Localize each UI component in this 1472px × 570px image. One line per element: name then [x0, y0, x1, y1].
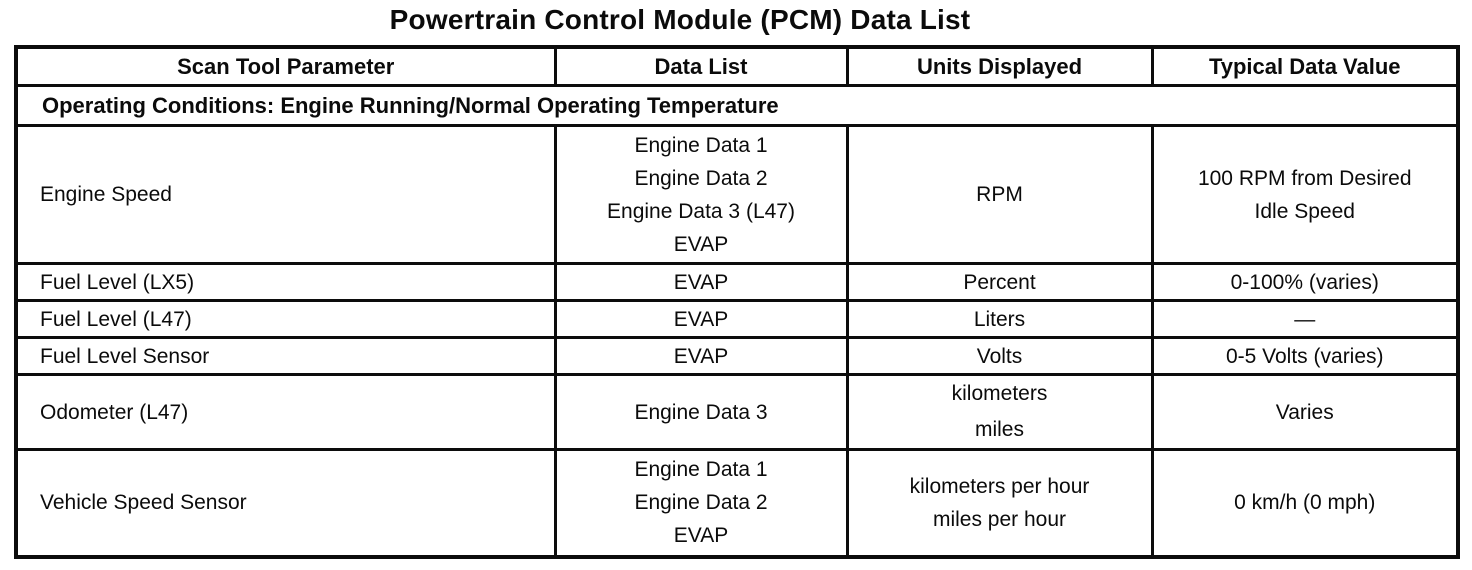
- units-cell: kilometers per hour miles per hour: [845, 448, 1154, 558]
- typical-value-cell: 0-5 Volts (varies): [1150, 336, 1460, 376]
- typical-value-cell: 100 RPM from Desired Idle Speed: [1150, 124, 1460, 265]
- data-list-cell: Engine Data 1 Engine Data 2 Engine Data …: [553, 124, 849, 265]
- column-header-scan-tool-parameter: Scan Tool Parameter: [14, 45, 557, 87]
- typical-value-cell: 0 km/h (0 mph): [1150, 448, 1460, 558]
- typical-value-cell: Varies: [1150, 373, 1460, 451]
- units-cell: Volts: [845, 336, 1154, 376]
- data-list-cell: EVAP: [553, 299, 849, 339]
- table-row-engine-speed: Engine Speed Engine Data 1 Engine Data 2…: [14, 124, 1460, 265]
- table-row-fuel-level-sensor: Fuel Level Sensor EVAP Volts 0-5 Volts (…: [14, 336, 1460, 376]
- units-cell: Liters: [845, 299, 1154, 339]
- data-list-cell: EVAP: [553, 336, 849, 376]
- units-item: miles: [974, 418, 1024, 441]
- units-item: kilometers: [951, 382, 1048, 405]
- data-list-cell: Engine Data 3: [553, 373, 849, 451]
- table-row-fuel-level-l47: Fuel Level (L47) EVAP Liters —: [14, 299, 1460, 339]
- parameter-cell: Vehicle Speed Sensor: [14, 448, 557, 558]
- column-header-data-list: Data List: [553, 45, 849, 87]
- page-title: Powertrain Control Module (PCM) Data Lis…: [389, 4, 971, 35]
- data-list-item: Engine Data 1: [634, 458, 768, 482]
- table-row-odometer-l47: Odometer (L47) Engine Data 3 kilometers …: [14, 373, 1460, 451]
- data-list-item: Engine Data 3 (L47): [607, 199, 795, 223]
- parameter-cell: Fuel Level Sensor: [14, 336, 557, 376]
- operating-conditions-label: Operating Conditions: Engine Running/Nor…: [14, 84, 1460, 127]
- units-item: kilometers per hour: [909, 474, 1090, 498]
- column-header-typical-data-value: Typical Data Value: [1150, 45, 1460, 87]
- data-list-cell: Engine Data 1 Engine Data 2 EVAP: [553, 448, 849, 558]
- table-row-vehicle-speed-sensor: Vehicle Speed Sensor Engine Data 1 Engin…: [14, 448, 1460, 558]
- pcm-data-table: Scan Tool Parameter Data List Units Disp…: [14, 45, 1460, 559]
- data-list-item: EVAP: [673, 232, 729, 256]
- data-list-item: Engine Data 2: [634, 491, 768, 515]
- data-list-item: Engine Data 1: [634, 133, 768, 157]
- typical-value-cell: 0-100% (varies): [1150, 262, 1460, 302]
- units-cell: RPM: [845, 124, 1154, 265]
- parameter-cell: Fuel Level (LX5): [14, 262, 557, 302]
- parameter-cell: Odometer (L47): [14, 373, 557, 451]
- typical-value-cell: —: [1150, 299, 1460, 339]
- operating-conditions-section-row: Operating Conditions: Engine Running/Nor…: [14, 84, 1460, 127]
- units-item: miles per hour: [932, 507, 1067, 531]
- column-header-units-displayed: Units Displayed: [845, 45, 1154, 87]
- units-cell: Percent: [845, 262, 1154, 302]
- parameter-cell: Engine Speed: [14, 124, 557, 265]
- data-list-cell: EVAP: [553, 262, 849, 302]
- units-cell: kilometers miles: [845, 373, 1154, 451]
- parameter-cell: Fuel Level (L47): [14, 299, 557, 339]
- table-row-fuel-level-lx5: Fuel Level (LX5) EVAP Percent 0-100% (va…: [14, 262, 1460, 302]
- data-list-item: Engine Data 2: [634, 166, 768, 190]
- data-list-item: EVAP: [673, 524, 729, 548]
- column-header-row: Scan Tool Parameter Data List Units Disp…: [14, 45, 1460, 87]
